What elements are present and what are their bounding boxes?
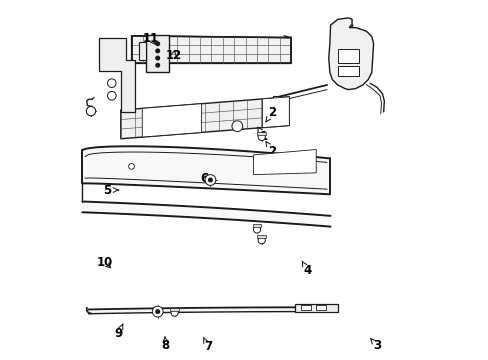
Circle shape	[258, 237, 265, 244]
Polygon shape	[301, 305, 310, 310]
Polygon shape	[337, 49, 359, 63]
Polygon shape	[82, 202, 330, 226]
Text: 5: 5	[103, 184, 119, 197]
Polygon shape	[316, 305, 325, 310]
Text: 3: 3	[369, 338, 381, 352]
Circle shape	[258, 134, 265, 140]
Polygon shape	[257, 235, 265, 238]
Text: 9: 9	[114, 324, 122, 340]
Circle shape	[204, 175, 215, 185]
Text: 11: 11	[142, 32, 158, 45]
Circle shape	[107, 91, 116, 100]
Text: 2: 2	[265, 141, 276, 158]
Polygon shape	[253, 149, 316, 175]
Circle shape	[152, 306, 163, 317]
Polygon shape	[139, 42, 145, 60]
Polygon shape	[131, 36, 290, 63]
Polygon shape	[328, 18, 373, 90]
Polygon shape	[252, 225, 261, 227]
Text: 4: 4	[302, 261, 311, 277]
Text: 7: 7	[203, 337, 212, 353]
Text: 6: 6	[200, 172, 211, 185]
Polygon shape	[273, 96, 280, 102]
Polygon shape	[121, 97, 289, 139]
Text: 10: 10	[96, 256, 113, 269]
Polygon shape	[294, 304, 337, 312]
Text: 12: 12	[165, 49, 181, 62]
Polygon shape	[257, 132, 265, 135]
Circle shape	[155, 309, 160, 314]
Circle shape	[155, 41, 160, 46]
Text: 1: 1	[257, 127, 268, 144]
Circle shape	[171, 309, 178, 316]
Text: 2: 2	[265, 106, 276, 122]
Polygon shape	[170, 308, 179, 311]
Circle shape	[128, 163, 134, 169]
Polygon shape	[337, 66, 359, 76]
Circle shape	[86, 107, 96, 116]
Text: 8: 8	[161, 336, 169, 352]
Polygon shape	[88, 307, 308, 314]
Circle shape	[155, 63, 160, 68]
Polygon shape	[142, 104, 201, 137]
Circle shape	[107, 79, 116, 87]
Circle shape	[253, 226, 260, 233]
Circle shape	[207, 177, 212, 183]
Circle shape	[231, 121, 242, 132]
Circle shape	[155, 55, 160, 60]
Polygon shape	[99, 39, 135, 112]
Polygon shape	[82, 146, 329, 194]
Polygon shape	[145, 35, 169, 72]
Circle shape	[155, 48, 160, 53]
Polygon shape	[262, 97, 289, 127]
